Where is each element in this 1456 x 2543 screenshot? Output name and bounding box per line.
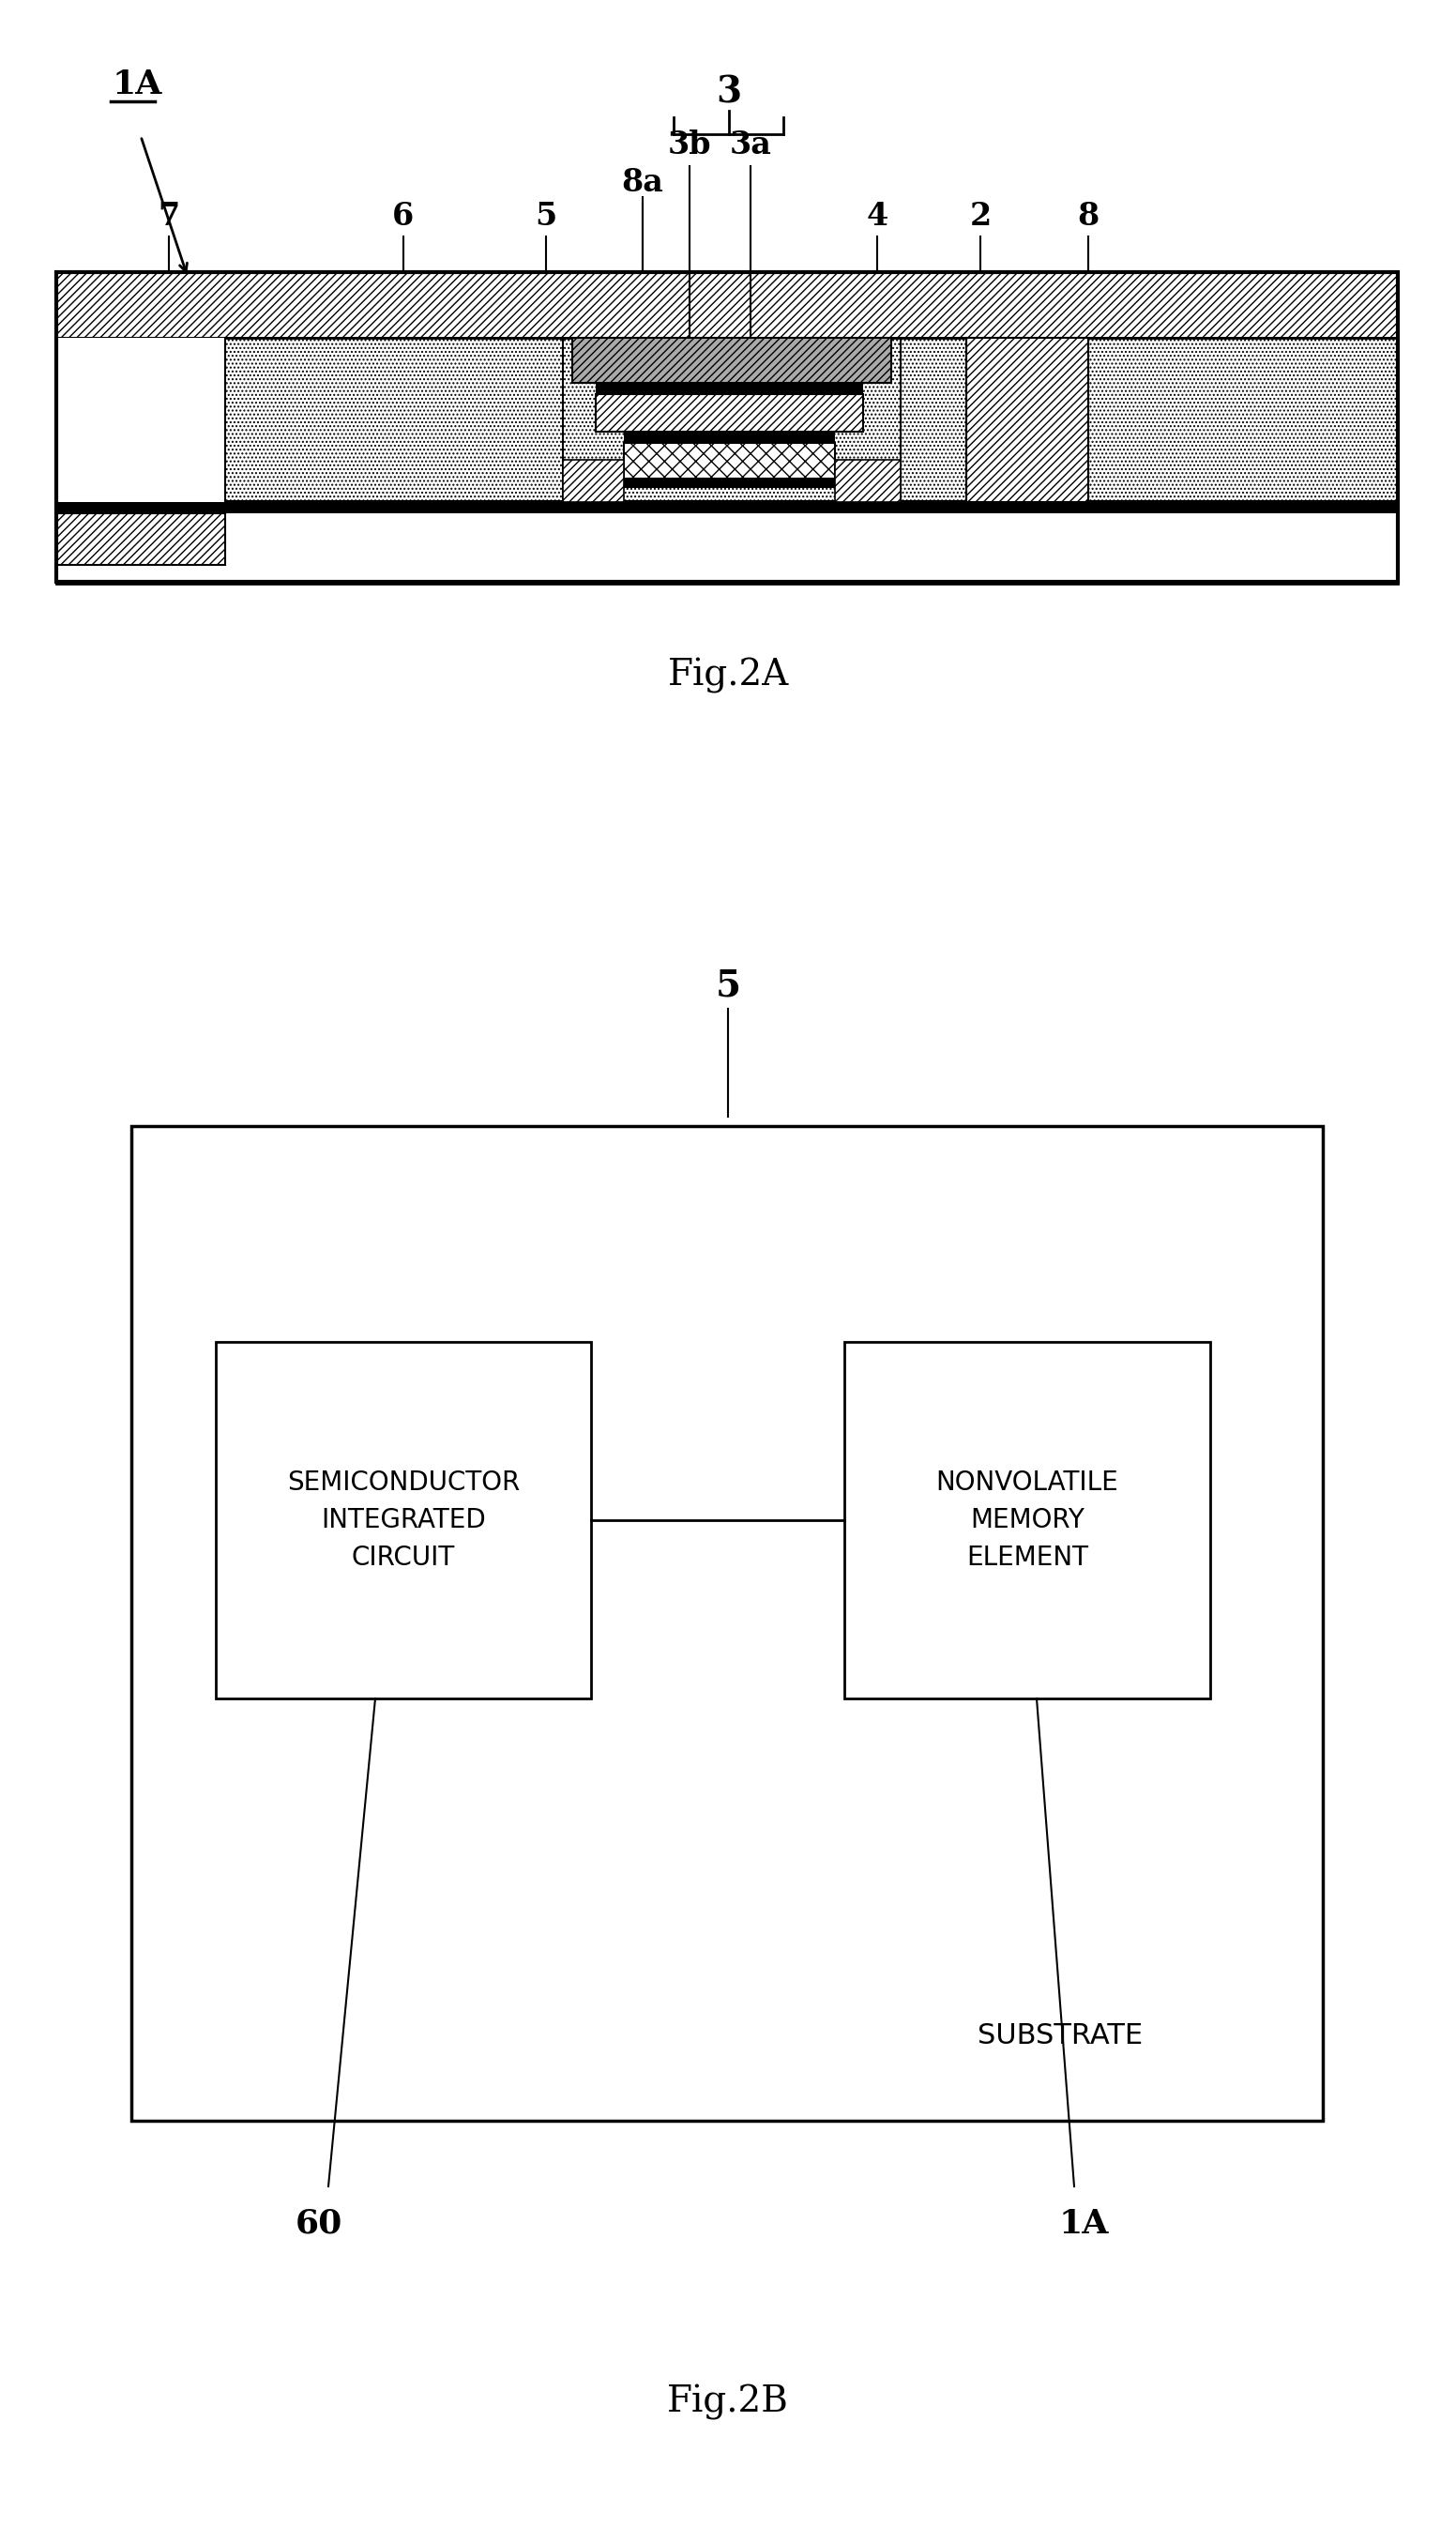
Text: NONVOLATILE: NONVOLATILE: [936, 1470, 1118, 1495]
Bar: [563, 460, 623, 501]
Bar: [572, 338, 891, 384]
Bar: [967, 338, 1088, 501]
Bar: [57, 272, 1398, 582]
Bar: [623, 478, 834, 488]
Text: Fig.2A: Fig.2A: [667, 659, 789, 694]
Text: 3a: 3a: [729, 130, 772, 160]
Bar: [623, 442, 834, 478]
Text: 7: 7: [157, 201, 179, 231]
Text: 4: 4: [866, 201, 888, 231]
Text: MEMORY: MEMORY: [970, 1508, 1085, 1533]
Bar: [596, 394, 863, 432]
Text: CIRCUIT: CIRCUIT: [352, 1544, 456, 1572]
Bar: [57, 514, 226, 565]
Text: 5: 5: [536, 201, 556, 231]
Bar: [57, 501, 1398, 514]
Bar: [131, 1127, 1324, 2121]
Bar: [844, 1343, 1210, 1699]
Text: SUBSTRATE: SUBSTRATE: [977, 2022, 1143, 2050]
Text: ELEMENT: ELEMENT: [967, 1544, 1088, 1572]
Text: 60: 60: [296, 2207, 342, 2240]
Bar: [834, 460, 901, 501]
Text: Fig.2B: Fig.2B: [667, 2385, 789, 2421]
Text: 6: 6: [393, 201, 415, 231]
Bar: [57, 338, 1398, 501]
Text: SEMICONDUCTOR: SEMICONDUCTOR: [287, 1470, 520, 1495]
Text: 1A: 1A: [1059, 2207, 1108, 2240]
Bar: [215, 1343, 591, 1699]
Text: 2: 2: [970, 201, 992, 231]
Bar: [57, 338, 226, 501]
Bar: [57, 272, 1398, 338]
Text: 1A: 1A: [112, 69, 163, 99]
Text: 8: 8: [1077, 201, 1099, 231]
Text: 3: 3: [716, 74, 741, 109]
Text: 3b: 3b: [668, 130, 712, 160]
Text: 8a: 8a: [622, 168, 664, 198]
Text: INTEGRATED: INTEGRATED: [320, 1508, 486, 1533]
Bar: [57, 511, 1398, 585]
Bar: [596, 384, 863, 394]
Bar: [623, 432, 834, 442]
Text: 5: 5: [715, 966, 741, 1002]
